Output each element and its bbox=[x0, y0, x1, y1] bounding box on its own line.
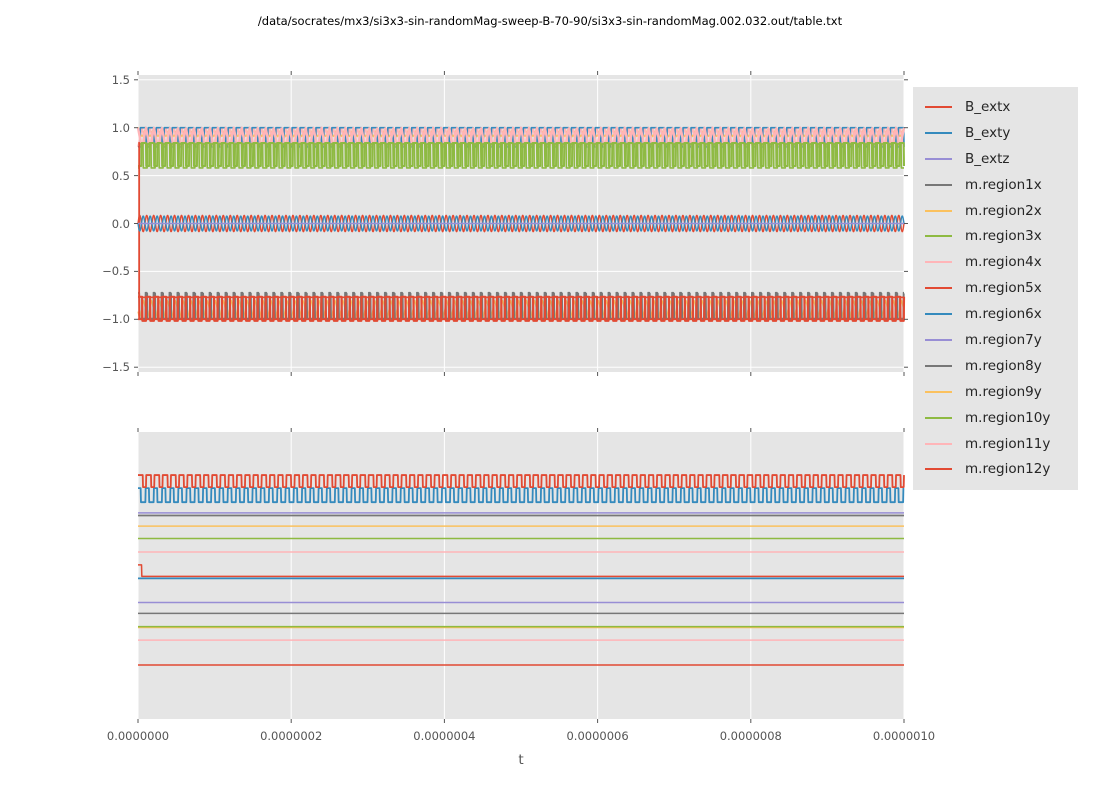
series-m.region10y bbox=[137, 143, 905, 169]
series-m.region4x bbox=[136, 126, 906, 150]
legend-item-label: B_extz bbox=[965, 150, 1010, 167]
legend-item-label: m.region2x bbox=[965, 202, 1042, 219]
legend-item: m.region5x bbox=[925, 275, 1078, 301]
legend-item-label: B_extx bbox=[965, 98, 1011, 115]
legend-item: B_extx bbox=[925, 94, 1078, 120]
legend-item-label: B_exty bbox=[965, 124, 1011, 141]
legend-item: m.region11y bbox=[925, 431, 1078, 457]
series-B_extx bbox=[137, 474, 905, 488]
tick-marks bbox=[134, 71, 908, 376]
tick-marks bbox=[137, 428, 905, 723]
legend-line-sample bbox=[925, 157, 952, 160]
legend-item: m.region2x bbox=[925, 198, 1078, 224]
legend-line-sample bbox=[925, 183, 952, 186]
legend-line-sample bbox=[925, 364, 952, 367]
chart-title: /data/socrates/mx3/si3x3-sin-randomMag-s… bbox=[257, 14, 843, 28]
legend-line-sample bbox=[925, 131, 952, 134]
x-tick-label: 0.0000002 bbox=[260, 729, 323, 743]
legend-line-sample bbox=[925, 313, 952, 316]
legend-item: m.region6x bbox=[925, 301, 1078, 327]
legend-item-label: m.region10y bbox=[965, 409, 1051, 426]
legend-item-label: m.region5x bbox=[965, 280, 1042, 297]
legend-item-label: m.region4x bbox=[965, 254, 1042, 271]
x-axis-label: t bbox=[518, 752, 524, 768]
legend-line-sample bbox=[925, 468, 952, 471]
y-tick-label: 0.0 bbox=[111, 216, 130, 231]
y-tick-label: −0.5 bbox=[102, 264, 130, 279]
legend-item: m.region12y bbox=[925, 456, 1078, 482]
top-plot bbox=[134, 71, 908, 376]
x-tick-label: 0.0000004 bbox=[413, 729, 476, 743]
legend-item-label: m.region11y bbox=[965, 435, 1051, 452]
x-tick-label: 0.0000006 bbox=[566, 729, 629, 743]
x-tick-label: 0.0000010 bbox=[872, 729, 936, 743]
y-tick-label: 1.5 bbox=[111, 72, 130, 87]
legend-item-label: m.region3x bbox=[965, 228, 1042, 245]
legend-item: m.region9y bbox=[925, 379, 1078, 405]
legend-item: m.region7y bbox=[925, 327, 1078, 353]
bottom-plot bbox=[137, 428, 905, 723]
legend-item-label: m.region6x bbox=[965, 306, 1042, 323]
legend-line-sample bbox=[925, 209, 952, 212]
y-tick-label: 0.5 bbox=[111, 168, 130, 183]
legend-item: m.region10y bbox=[925, 405, 1078, 431]
y-tick-label: 1.0 bbox=[111, 120, 130, 135]
legend-item: B_exty bbox=[925, 120, 1078, 146]
legend: B_extx B_exty B_extz m.region1x m.region2x m.… bbox=[913, 87, 1078, 490]
series-m.region5x bbox=[137, 564, 905, 578]
legend-item-label: m.region9y bbox=[965, 383, 1042, 400]
legend-item-label: m.region7y bbox=[965, 331, 1042, 348]
legend-item-label: m.region1x bbox=[965, 176, 1042, 193]
series-m.region3x bbox=[137, 142, 905, 168]
legend-line-sample bbox=[925, 390, 952, 393]
legend-line-sample bbox=[925, 442, 952, 445]
legend-item: m.region1x bbox=[925, 172, 1078, 198]
x-tick-label: 0.0000000 bbox=[106, 729, 170, 743]
legend-item: m.region4x bbox=[925, 249, 1078, 275]
legend-item: m.region3x bbox=[925, 223, 1078, 249]
legend-line-sample bbox=[925, 235, 952, 238]
legend-item: B_extz bbox=[925, 146, 1078, 172]
series-B_exty bbox=[137, 487, 905, 504]
series-m.region8y bbox=[137, 291, 905, 320]
legend-line-sample bbox=[925, 287, 952, 290]
series-m.region5x bbox=[137, 295, 906, 322]
legend-line-sample bbox=[925, 105, 952, 108]
y-tick-label: −1.5 bbox=[102, 360, 130, 375]
legend-line-sample bbox=[925, 261, 952, 264]
legend-item: m.region8y bbox=[925, 353, 1078, 379]
legend-item-label: m.region12y bbox=[965, 461, 1051, 478]
y-tick-label: −1.0 bbox=[102, 312, 130, 327]
legend-line-sample bbox=[925, 416, 952, 419]
x-tick-label: 0.0000008 bbox=[719, 729, 782, 743]
legend-item-label: m.region8y bbox=[965, 357, 1042, 374]
legend-line-sample bbox=[925, 338, 952, 341]
